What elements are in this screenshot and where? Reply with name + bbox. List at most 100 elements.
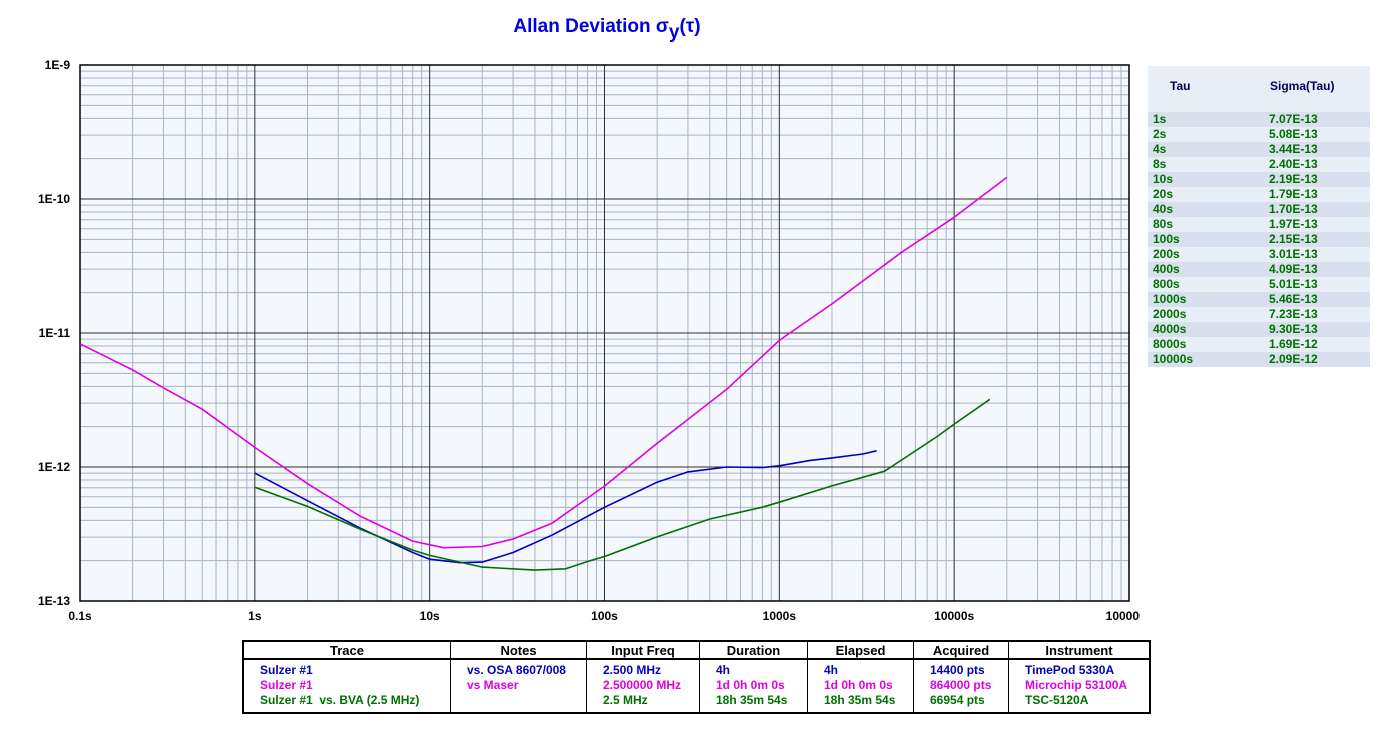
y-tick-label: 1E-13 — [38, 594, 70, 608]
legend-cell: 4h — [716, 663, 731, 677]
tau-sigma-row: 200s 3.01E-13 — [1148, 247, 1370, 262]
tau-value: 80s — [1153, 217, 1174, 231]
tau-sigma-row: 4000s 9.30E-13 — [1148, 322, 1370, 337]
legend-cell: 1d 0h 0m 0s — [824, 678, 893, 692]
tau-value: 400s — [1153, 262, 1180, 276]
legend-cell: 864000 pts — [930, 678, 992, 692]
tau-sigma-row: 2s 5.08E-13 — [1148, 127, 1370, 142]
sigma-value: 2.15E-13 — [1269, 232, 1318, 246]
tau-sigma-row: 400s 4.09E-13 — [1148, 262, 1370, 277]
legend-cell: 4h — [824, 663, 839, 677]
legend-cell: Sulzer #1 vs. BVA (2.5 MHz) — [260, 693, 420, 707]
sigma-value: 1.79E-13 — [1269, 187, 1318, 201]
tau-sigma-row: 80s 1.97E-13 — [1148, 217, 1370, 232]
tau-value: 8000s — [1153, 337, 1187, 351]
legend-cell: TSC-5120A — [1025, 693, 1089, 707]
tau-value: 1s — [1153, 112, 1167, 126]
tau-sigma-row: 8000s 1.69E-12 — [1148, 337, 1370, 352]
legend-cell: 2.500 MHz — [603, 663, 662, 677]
tau-value: 8s — [1153, 157, 1167, 171]
tau-sigma-row: 800s 5.01E-13 — [1148, 277, 1370, 292]
tau-sigma-row: 100s 2.15E-13 — [1148, 232, 1370, 247]
x-tick-label: 100000s — [1106, 609, 1140, 623]
tau-sigma-row: 40s 1.70E-13 — [1148, 202, 1370, 217]
y-tick-label: 1E-10 — [38, 192, 70, 206]
tau-value: 100s — [1153, 232, 1180, 246]
legend-column: 4h 1d 0h 0m 0s 18h 35m 54s — [807, 659, 914, 712]
legend-column: vs. OSA 8607/008 vs Maser — [450, 659, 587, 712]
legend-header-cell: Duration — [699, 642, 808, 660]
x-tick-label: 100s — [591, 609, 618, 623]
legend-column: 14400 pts 864000 pts 66954 pts — [913, 659, 1009, 712]
legend-column: 4h 1d 0h 0m 0s 18h 35m 54s — [699, 659, 808, 712]
sigma-header: Sigma(Tau) — [1270, 79, 1335, 93]
chart-title-main: Allan Deviation σ — [513, 16, 669, 37]
legend-cell: 66954 pts — [930, 693, 985, 707]
series-line-2 — [254, 398, 991, 571]
legend-column: Sulzer #1 Sulzer #1 Sulzer #1 vs. BVA (2.5… — [244, 659, 451, 712]
sigma-value: 7.07E-13 — [1269, 112, 1318, 126]
trace-legend-table: Trace Notes Input Freq Duration Elapsed Acqui… — [242, 640, 1151, 714]
tau-value: 20s — [1153, 187, 1174, 201]
chart-title-subscript: y — [668, 22, 680, 43]
sigma-value: 1.70E-13 — [1269, 202, 1318, 216]
tau-value: 4s — [1153, 142, 1167, 156]
legend-cell: 2.5 MHz — [603, 693, 648, 707]
sigma-value: 5.08E-13 — [1269, 127, 1318, 141]
sigma-value: 2.09E-12 — [1269, 352, 1318, 366]
legend-header-cell: Notes — [450, 642, 587, 660]
chart-title-suffix: (τ) — [679, 16, 701, 37]
chart-title: Allan Deviation σy(τ) — [0, 16, 1214, 43]
tau-value: 2000s — [1153, 307, 1187, 321]
x-tick-label: 1s — [248, 609, 262, 623]
tau-value: 200s — [1153, 247, 1180, 261]
legend-cell: TimePod 5330A — [1025, 663, 1115, 677]
sigma-value: 9.30E-13 — [1269, 322, 1318, 336]
tau-header: Tau — [1170, 79, 1191, 93]
allan-deviation-chart: 0.1s 1s 10s 100s 1000s 10000s 100000s 1E-9 1E-10… — [38, 58, 1140, 623]
series-line-1 — [79, 176, 1008, 549]
legend-header-cell: Trace — [244, 642, 451, 660]
legend-cell: 18h 35m 54s — [716, 693, 788, 707]
sigma-value: 3.44E-13 — [1269, 142, 1318, 156]
x-tick-label: 10000s — [934, 609, 974, 623]
sigma-value: 3.01E-13 — [1269, 247, 1318, 261]
tau-sigma-row: 8s 2.40E-13 — [1148, 157, 1370, 172]
tau-value: 4000s — [1153, 322, 1187, 336]
tau-sigma-row: 4s 3.44E-13 — [1148, 142, 1370, 157]
plot-border — [79, 64, 1130, 602]
sigma-value: 5.01E-13 — [1269, 277, 1318, 291]
tau-sigma-rows: 1s 7.07E-13 2s 5.08E-13 4s 3.44E-13 8s 2.40E-13… — [1148, 112, 1370, 367]
x-tick-label: 10s — [420, 609, 440, 623]
sigma-value: 5.46E-13 — [1269, 292, 1318, 306]
sigma-value: 2.19E-13 — [1269, 172, 1318, 186]
legend-body-row: Sulzer #1 Sulzer #1 Sulzer #1 vs. BVA (2.5… — [244, 659, 1149, 712]
tau-value: 2s — [1153, 127, 1167, 141]
tau-value: 40s — [1153, 202, 1174, 216]
tau-value: 800s — [1153, 277, 1180, 291]
tau-sigma-row: 1s 7.07E-13 — [1148, 112, 1370, 127]
sigma-value: 7.23E-13 — [1269, 307, 1318, 321]
legend-column: 2.500 MHz 2.500000 MHz 2.5 MHz — [586, 659, 700, 712]
legend-cell: 1d 0h 0m 0s — [716, 678, 785, 692]
tau-sigma-row: 20s 1.79E-13 — [1148, 187, 1370, 202]
legend-cell: vs. OSA 8607/008 — [467, 663, 566, 677]
legend-cell: 2.500000 MHz — [603, 678, 682, 692]
tau-sigma-row: 2000s 7.23E-13 — [1148, 307, 1370, 322]
legend-header-cell: Instrument — [1008, 642, 1149, 660]
legend-header-cell: Input Freq — [586, 642, 700, 660]
tau-sigma-row: 1000s 5.46E-13 — [1148, 292, 1370, 307]
legend-cell: Sulzer #1 — [260, 678, 313, 692]
series-line-0 — [254, 450, 877, 564]
legend-cell: 18h 35m 54s — [824, 693, 896, 707]
tau-sigma-header: Tau Sigma(Tau) — [1148, 66, 1370, 112]
tau-sigma-table: Tau Sigma(Tau) 1s 7.07E-13 2s 5.08E-13 4s 3.4… — [1148, 66, 1370, 367]
legend-cell: Sulzer #1 — [260, 663, 313, 677]
tau-value: 10000s — [1153, 352, 1194, 366]
legend-cell: vs Maser — [467, 678, 519, 692]
y-tick-label: 1E-11 — [39, 326, 71, 340]
legend-cell: Microchip 53100A — [1025, 678, 1128, 692]
y-tick-label: 1E-12 — [38, 460, 70, 474]
tau-sigma-row: 10000s 2.09E-12 — [1148, 352, 1370, 367]
legend-cell — [467, 693, 586, 708]
